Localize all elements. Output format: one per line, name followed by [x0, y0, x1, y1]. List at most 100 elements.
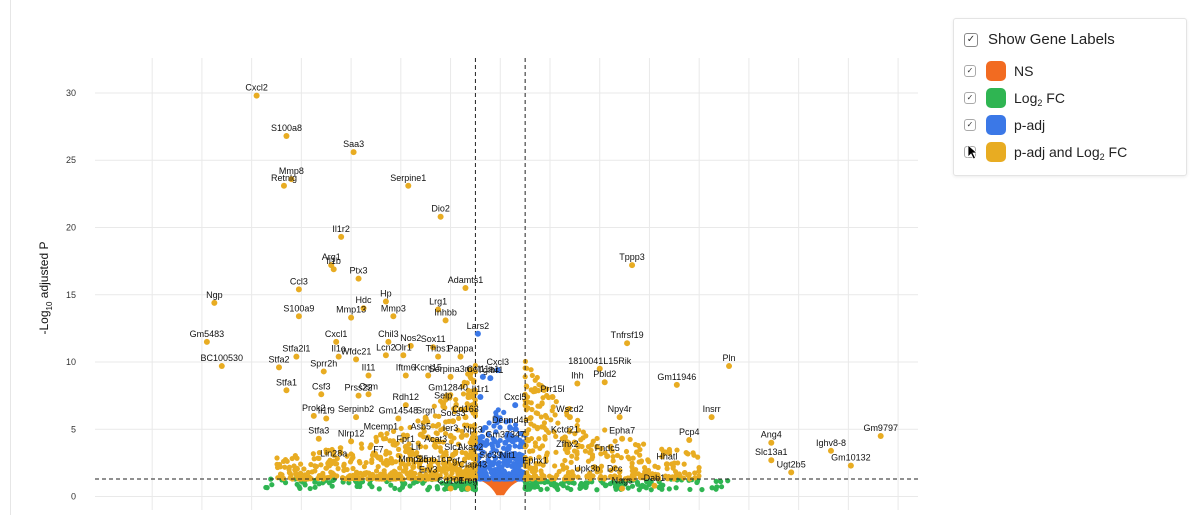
legend-item-ns[interactable]: ✓ NS	[964, 61, 1033, 81]
both-point	[373, 468, 380, 474]
gene-point	[417, 431, 424, 438]
ns-point-cluster	[472, 479, 528, 496]
gene-point	[726, 363, 733, 370]
padj-point	[479, 427, 486, 434]
gene-point	[320, 368, 327, 375]
both-point	[461, 470, 467, 476]
both-point	[292, 452, 298, 459]
ns-checkbox[interactable]: ✓	[964, 65, 976, 77]
gene-label: Sirpb1c	[415, 454, 446, 464]
both-point	[548, 417, 554, 423]
gene-point	[275, 364, 282, 371]
gene-point	[877, 433, 884, 440]
gene-label: Gm11946	[657, 372, 696, 382]
show-gene-labels-row[interactable]: ✓ Show Gene Labels	[964, 31, 1115, 48]
log2fc-point	[577, 485, 583, 492]
gene-label: Cxcl5	[504, 392, 527, 402]
gene-label: Thbs1	[426, 344, 451, 354]
both-point	[423, 457, 429, 463]
both-point	[398, 425, 404, 432]
gene-label: Hdc	[356, 295, 373, 305]
padj-point	[488, 450, 495, 456]
padj-point	[510, 439, 516, 445]
gene-point	[507, 424, 514, 431]
both-point	[536, 454, 542, 460]
both-point	[447, 456, 453, 462]
both-point	[529, 372, 535, 379]
gene-label: Insrr	[703, 404, 721, 414]
padj-point	[512, 443, 518, 449]
both-point	[417, 471, 423, 477]
both-point	[297, 461, 304, 467]
gene-point	[450, 465, 457, 472]
padj-point	[501, 409, 507, 415]
both-point	[331, 452, 337, 458]
legend-item-padj[interactable]: ✓ p-adj	[964, 115, 1045, 135]
both-point	[638, 458, 645, 464]
gene-label: Stfa2	[268, 354, 289, 364]
gene-label: Hhatl	[656, 451, 677, 461]
mouse-cursor-icon	[967, 144, 979, 160]
both-point	[472, 410, 478, 416]
gene-point	[295, 313, 302, 320]
gene-label: Nlrp12	[338, 428, 365, 438]
both-point	[316, 475, 322, 481]
gene-label: Stfa1	[276, 377, 297, 387]
log2fc-point	[269, 482, 275, 488]
gene-label: Lif	[411, 442, 421, 452]
both-point	[407, 424, 413, 431]
both-point	[531, 423, 537, 429]
gene-label: Fpr1	[397, 434, 416, 444]
gene-point	[375, 454, 382, 461]
log2fc-point	[613, 486, 619, 492]
both-point	[425, 434, 431, 440]
both-point	[560, 466, 566, 472]
gene-point	[333, 338, 340, 345]
both-point	[551, 429, 557, 435]
gene-label: Dcc	[607, 463, 623, 473]
log2fc-point	[376, 486, 382, 492]
both-point	[440, 468, 447, 474]
both-point	[574, 422, 580, 429]
gene-label: Epha7	[609, 426, 635, 436]
gene-point	[574, 380, 581, 387]
both-point	[609, 448, 615, 454]
legend-item-log2fc[interactable]: ✓ Log2 FC	[964, 88, 1065, 108]
padj-point	[496, 472, 502, 478]
both-point	[462, 475, 468, 482]
log2fc-point	[407, 483, 413, 489]
both-point	[323, 465, 330, 471]
both-point	[286, 467, 292, 473]
both-point	[617, 467, 623, 474]
both-point	[583, 433, 589, 439]
log2fc-point	[643, 485, 649, 491]
both-point	[533, 410, 539, 416]
gene-label: Ighv8-8	[816, 438, 846, 448]
gene-label: Saa3	[343, 139, 364, 149]
log2fc-checkbox[interactable]: ✓	[964, 92, 976, 104]
show-gene-labels-checkbox[interactable]: ✓	[964, 32, 978, 47]
gene-label: Iftm6	[396, 362, 416, 372]
log2fc-point	[307, 485, 313, 492]
gene-point	[407, 342, 414, 349]
both-point	[612, 438, 618, 444]
gene-label: Hp	[380, 288, 392, 298]
padj-checkbox[interactable]: ✓	[964, 119, 976, 131]
gene-label: Olr1	[395, 342, 412, 352]
both-point	[629, 472, 636, 478]
both-point	[472, 422, 478, 428]
both-point	[589, 454, 596, 460]
log2fc-point	[558, 481, 564, 487]
both-point	[543, 455, 549, 461]
both-point	[623, 448, 630, 455]
gene-label: Pappa	[447, 344, 473, 354]
gene-point	[673, 381, 680, 388]
legend-item-both[interactable]: p-adj and Log2 FC	[964, 142, 1127, 162]
both-point	[569, 469, 575, 475]
both-point	[459, 449, 465, 456]
both-point	[686, 473, 692, 479]
both-point	[313, 463, 320, 470]
both-point	[598, 445, 604, 452]
both-point	[455, 427, 461, 433]
gene-point	[442, 317, 449, 324]
